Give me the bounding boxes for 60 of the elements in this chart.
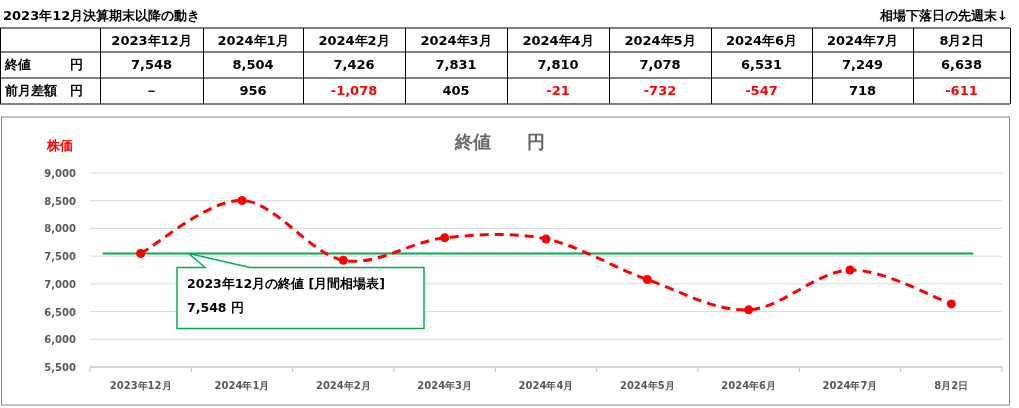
point — [744, 305, 754, 315]
data-label: 7,810 — [537, 57, 579, 72]
data-label: 6,531 — [740, 57, 783, 72]
category-label: 2024年4月 — [522, 33, 594, 48]
y-tick-label: 8,000 — [44, 223, 77, 235]
data-label: 6,638 — [940, 57, 983, 72]
point — [237, 195, 247, 205]
y-tick-label: 5,500 — [44, 362, 77, 373]
point — [338, 255, 348, 265]
point — [440, 233, 450, 243]
x-tick-label: 2024年7月 — [822, 380, 878, 391]
data-label: 7,078 — [639, 57, 681, 72]
text: 2023年12月決算期末以降の動き — [3, 8, 201, 23]
text: 相場下落日の先週末↓ — [879, 8, 1008, 23]
point — [946, 299, 956, 309]
x-tick-label: 2024年1月 — [214, 380, 270, 391]
y-tick-label: 9,000 — [44, 168, 77, 179]
x-tick-label: 2024年4月 — [518, 380, 574, 391]
category-label: 2024年7月 — [826, 33, 899, 48]
y-tick-label: 7,000 — [44, 278, 77, 290]
x-tick-label: 8月2日 — [934, 380, 969, 391]
text: -21 — [546, 83, 570, 98]
x-tick-label: 2024年2月 — [315, 380, 371, 391]
point — [541, 234, 551, 244]
text: -732 — [643, 83, 677, 98]
y-tick-label: 8,500 — [44, 195, 77, 207]
category-label: 2024年6月 — [725, 33, 798, 48]
x-tick-label: 2024年5月 — [619, 380, 675, 391]
text: 956 — [239, 83, 267, 98]
x-tick-label: 2023年12月 — [109, 380, 172, 391]
y-tick-label: 6,500 — [44, 306, 77, 318]
data-label: 7,426 — [333, 57, 375, 72]
x-tick-label: 2024年3月 — [417, 380, 473, 391]
text: -1,078 — [330, 83, 378, 98]
chart-title: 終値 円 — [454, 131, 545, 152]
x-tick-label: 2024年6月 — [721, 380, 777, 391]
y-tick-label: 6,000 — [44, 334, 77, 346]
category-label: 2024年3月 — [420, 33, 492, 48]
y-axis-title: 株価 — [46, 138, 73, 153]
data-label: 7,831 — [435, 57, 477, 72]
category-label: 8月2日 — [939, 33, 984, 48]
text: -547 — [745, 83, 778, 98]
y-tick-label: 7,500 — [44, 251, 77, 263]
point — [136, 248, 146, 258]
category-label: 2024年1月 — [217, 33, 289, 48]
data-label: 7,249 — [841, 57, 884, 72]
text: 405 — [442, 83, 470, 98]
text: 718 — [848, 83, 877, 98]
category-label: 2024年5月 — [624, 33, 696, 48]
point — [845, 265, 855, 275]
ref-line-label: 2023年12月の終値 [月間相場表] 7,548 円 — [186, 275, 386, 318]
text: － — [145, 83, 158, 98]
data-label: 7,548 — [130, 57, 173, 72]
category-label: 2024年2月 — [318, 33, 390, 48]
data-label: 8,504 — [232, 57, 274, 72]
category-label: 2023年12月 — [111, 33, 192, 48]
text: -611 — [945, 83, 978, 98]
text: 終値 円 — [4, 57, 83, 72]
text: 前月差額 円 — [4, 83, 83, 98]
point — [642, 275, 652, 285]
